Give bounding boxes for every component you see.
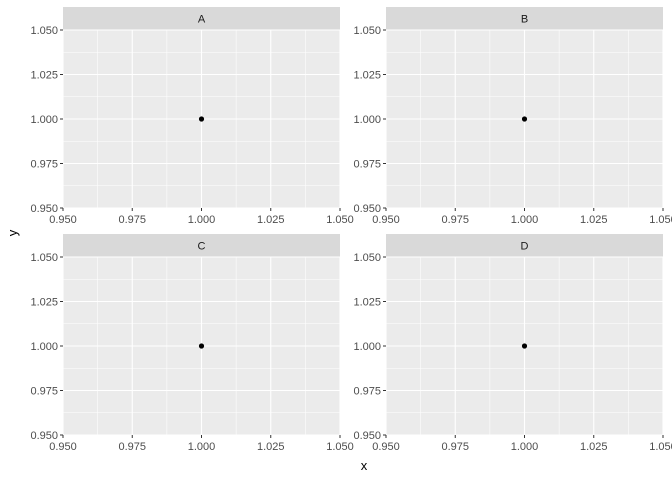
facet-strip — [63, 7, 340, 30]
y-tick-label: 1.025 — [30, 70, 58, 82]
y-tick-label: 1.025 — [353, 70, 381, 82]
x-tick-label: 1.025 — [580, 214, 608, 226]
y-tick-label: 0.975 — [353, 159, 381, 171]
x-tick-label: 0.975 — [118, 441, 146, 453]
facet-panel-c: C 0.950 0.975 1.000 1.025 1.050 0.950 0.975 1.00… — [30, 234, 354, 453]
y-tick-label: 0.950 — [353, 430, 381, 442]
x-tick-label: 1.025 — [257, 214, 285, 226]
x-tick-label: 1.050 — [326, 214, 354, 226]
y-tick-label: 1.000 — [353, 114, 381, 126]
x-tick-label: 0.950 — [372, 214, 400, 226]
x-tick-label: 1.050 — [649, 441, 672, 453]
y-tick-label: 1.000 — [30, 114, 58, 126]
data-point — [521, 343, 528, 349]
x-tick-label: 1.025 — [257, 441, 285, 453]
facet-panel-a: A 0.950 0.975 1.000 1.025 1.050 0.950 0.975 1.00… — [30, 7, 354, 226]
x-tick-label: 0.950 — [372, 441, 400, 453]
x-tick-label: 0.975 — [118, 214, 146, 226]
data-point — [198, 116, 205, 122]
y-tick-label: 0.950 — [30, 430, 58, 442]
facet-strip — [386, 234, 663, 257]
data-point — [521, 116, 528, 122]
facet-panel-d: D 0.950 0.975 1.000 1.025 1.050 0.950 0.975 1.00… — [353, 234, 672, 453]
y-tick-label: 1.050 — [353, 25, 381, 37]
y-tick-label: 1.000 — [353, 341, 381, 353]
x-tick-label: 0.975 — [441, 214, 469, 226]
y-axis-title: y — [5, 229, 20, 236]
y-tick-label: 1.050 — [353, 252, 381, 264]
y-tick-label: 1.025 — [30, 297, 58, 309]
y-tick-label: 1.050 — [30, 25, 58, 37]
x-tick-label: 0.950 — [49, 214, 77, 226]
y-tick-label: 0.975 — [30, 386, 58, 398]
facet-strip — [63, 234, 340, 257]
y-tick-label: 1.025 — [353, 297, 381, 309]
x-tick-label: 1.050 — [326, 441, 354, 453]
facet-panel-b: B 0.950 0.975 1.000 1.025 1.050 0.950 0.975 1.00… — [353, 7, 672, 226]
x-tick-label: 0.950 — [49, 441, 77, 453]
y-tick-label: 0.950 — [30, 203, 58, 215]
y-tick-label: 1.000 — [30, 341, 58, 353]
x-axis-title: x — [361, 458, 368, 473]
x-tick-label: 1.000 — [188, 441, 216, 453]
y-tick-label: 1.050 — [30, 252, 58, 264]
x-tick-label: 1.000 — [511, 441, 539, 453]
x-tick-label: 1.050 — [649, 214, 672, 226]
facet-strip-label: D — [521, 241, 529, 253]
y-tick-label: 0.975 — [30, 159, 58, 171]
facet-strip-label: B — [521, 14, 528, 26]
facet-strip-label: A — [198, 14, 206, 26]
x-tick-label: 1.000 — [188, 214, 216, 226]
data-point — [198, 343, 205, 349]
y-tick-label: 0.950 — [353, 203, 381, 215]
facet-strip — [386, 7, 663, 30]
y-tick-label: 0.975 — [353, 386, 381, 398]
x-tick-label: 0.975 — [441, 441, 469, 453]
x-tick-label: 1.025 — [580, 441, 608, 453]
facet-strip-label: C — [198, 241, 206, 253]
x-tick-label: 1.000 — [511, 214, 539, 226]
